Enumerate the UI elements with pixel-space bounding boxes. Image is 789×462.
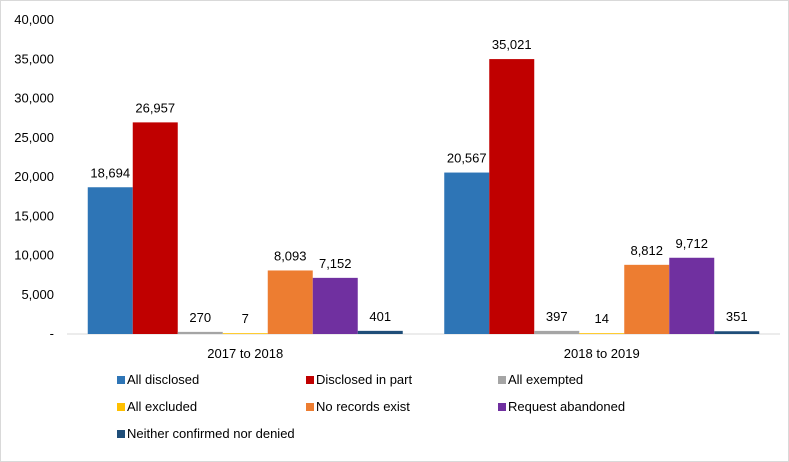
y-tick-label: 20,000 bbox=[14, 169, 54, 184]
data-label: 8,812 bbox=[630, 243, 663, 258]
legend-swatch bbox=[306, 376, 314, 384]
y-tick-label: 25,000 bbox=[14, 130, 54, 145]
legend-label: Request abandoned bbox=[508, 399, 625, 414]
bar bbox=[714, 331, 760, 334]
bar bbox=[177, 331, 223, 334]
bar bbox=[87, 187, 133, 334]
legend-swatch bbox=[117, 376, 125, 384]
legend-swatch bbox=[117, 430, 125, 438]
bar bbox=[669, 257, 715, 334]
y-tick-label: - bbox=[50, 326, 54, 341]
legend-label: No records exist bbox=[316, 399, 410, 414]
bar bbox=[132, 122, 178, 335]
x-tick-label: 2017 to 2018 bbox=[207, 346, 283, 361]
bar bbox=[489, 59, 535, 335]
y-tick-label: 15,000 bbox=[14, 208, 54, 223]
data-label: 20,567 bbox=[447, 151, 487, 166]
bar bbox=[312, 277, 358, 334]
data-label: 7,152 bbox=[319, 256, 352, 271]
data-label: 401 bbox=[369, 309, 391, 324]
legend-label: Neither confirmed nor denied bbox=[127, 426, 295, 441]
data-label: 18,694 bbox=[90, 165, 130, 180]
legend-swatch bbox=[306, 403, 314, 411]
legend-swatch bbox=[117, 403, 125, 411]
legend-swatch bbox=[498, 403, 506, 411]
bar bbox=[624, 264, 670, 334]
data-label: 351 bbox=[726, 309, 748, 324]
legend-label: All disclosed bbox=[127, 372, 199, 387]
bar bbox=[222, 333, 268, 334]
y-tick-label: 30,000 bbox=[14, 91, 54, 106]
data-label: 270 bbox=[189, 310, 211, 325]
data-label: 7 bbox=[242, 311, 249, 326]
legend-swatch bbox=[498, 376, 506, 384]
bar bbox=[534, 330, 580, 334]
y-tick-label: 10,000 bbox=[14, 248, 54, 263]
bar bbox=[579, 333, 625, 334]
y-tick-label: 5,000 bbox=[21, 287, 54, 302]
bar bbox=[444, 172, 490, 334]
y-tick-label: 35,000 bbox=[14, 51, 54, 66]
legend-label: All exempted bbox=[508, 372, 583, 387]
data-label: 14 bbox=[595, 311, 609, 326]
data-label: 9,712 bbox=[675, 236, 708, 251]
legend-label: All excluded bbox=[127, 399, 197, 414]
legend-label: Disclosed in part bbox=[316, 372, 412, 387]
bar bbox=[357, 330, 403, 334]
x-tick-label: 2018 to 2019 bbox=[564, 346, 640, 361]
data-label: 8,093 bbox=[274, 248, 307, 263]
data-label: 397 bbox=[546, 309, 568, 324]
y-tick-label: 40,000 bbox=[14, 12, 54, 27]
data-label: 35,021 bbox=[492, 37, 532, 52]
data-label: 26,957 bbox=[135, 100, 175, 115]
bar bbox=[267, 270, 313, 334]
